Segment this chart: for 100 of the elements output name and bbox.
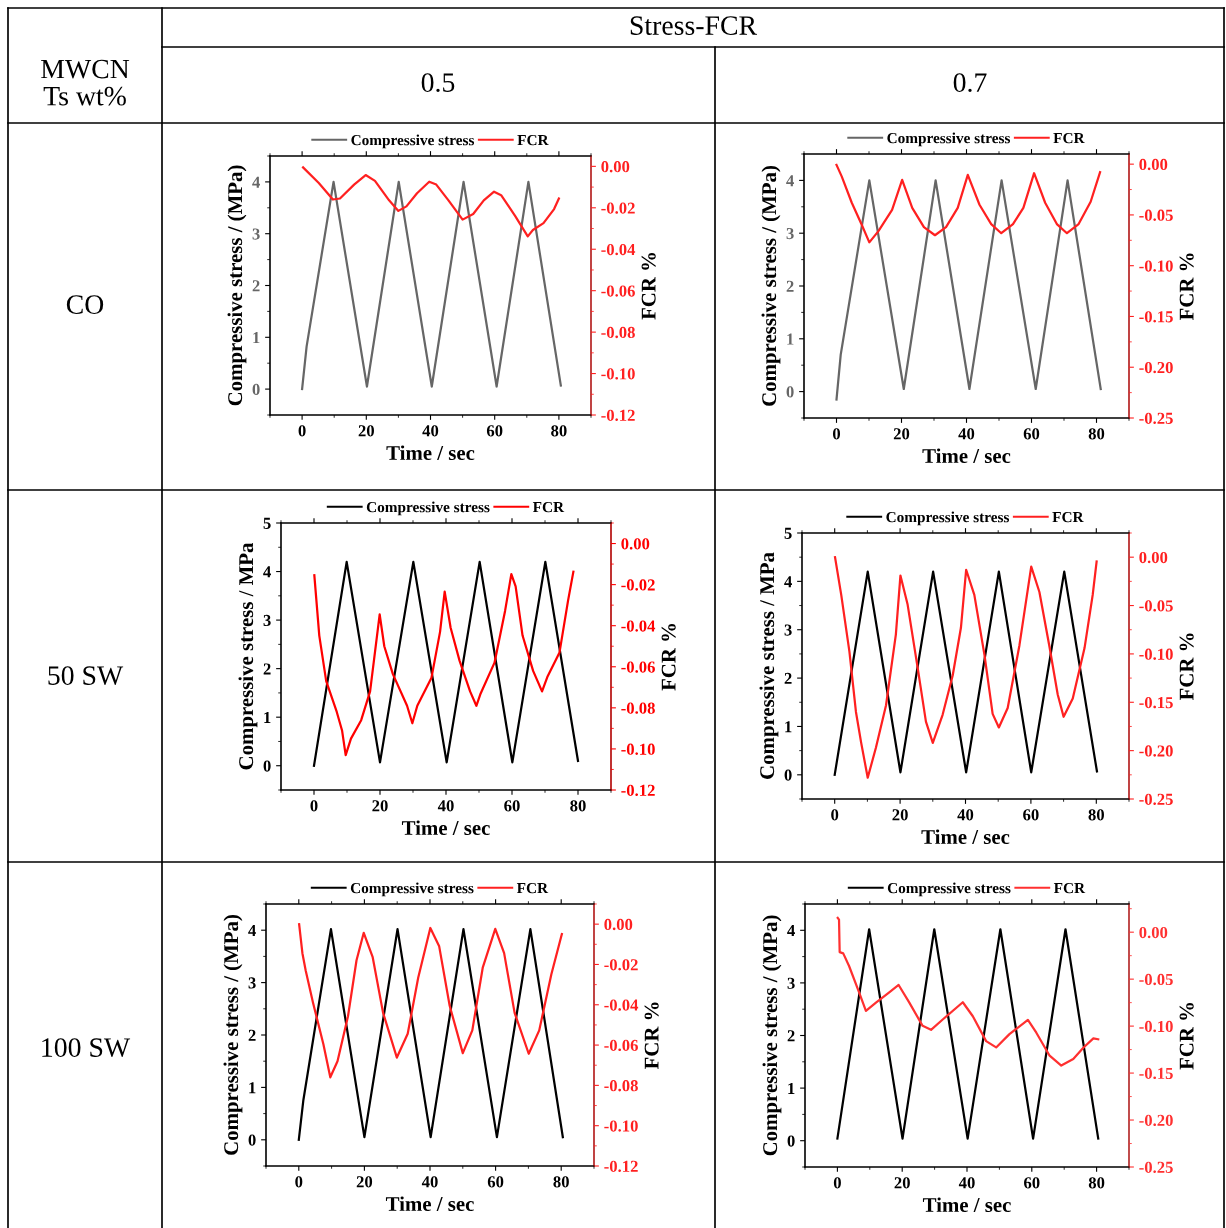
- x-tick-label: 0: [833, 1177, 841, 1189]
- x-axis-title: Time / sec: [385, 1196, 474, 1212]
- x-tick-label: 40: [437, 800, 454, 812]
- line-series: [835, 163, 1102, 244]
- y2-tick-label: -0.20: [1139, 1114, 1173, 1127]
- y-tick-label: 5: [784, 527, 792, 539]
- y2-tick-label: -0.04: [621, 620, 656, 632]
- text: 100 SW: [42, 1038, 131, 1058]
- y-axis-title: Compressive stress / MPa: [759, 552, 779, 779]
- x-tick-label: 60: [1023, 809, 1039, 821]
- line-series: [298, 923, 563, 1079]
- y2-tick-label: -0.12: [621, 784, 655, 797]
- y2-tick-label: -0.25: [1139, 1161, 1173, 1174]
- y-tick-label: 3: [248, 977, 256, 989]
- y2-tick-label: -0.08: [601, 326, 635, 339]
- x-tick-label: 60: [504, 800, 520, 812]
- y-tick-label: 2: [787, 1030, 795, 1042]
- y-tick-label: 4: [786, 175, 794, 187]
- x-tick-label: 0: [831, 809, 839, 821]
- y-tick-label: 3: [252, 228, 260, 240]
- y2-tick-label: -0.25: [1139, 793, 1173, 806]
- y2-tick-label: -0.04: [601, 243, 636, 256]
- y2-axis-title: FCR %: [644, 1002, 659, 1070]
- y-tick-label: 0: [252, 383, 260, 396]
- y-axis-title: Compressive stress / (MPa): [227, 165, 247, 406]
- y-tick-label: 1: [787, 333, 794, 345]
- y2-tick-label: -0.10: [621, 743, 655, 755]
- y2-axis-title: FCR %: [1179, 633, 1194, 701]
- x-tick-label: 60: [1023, 428, 1040, 440]
- line-series: [300, 180, 562, 391]
- y-axis-title: Compressive stress / (MPa): [761, 166, 781, 406]
- y-tick-label: 3: [263, 614, 271, 627]
- y2-axis-title: FCR %: [641, 253, 656, 320]
- y-axis-title: Compressive stress / (MPa): [762, 915, 782, 1156]
- x-tick-label: 40: [421, 1176, 438, 1188]
- y2-tick-label: -0.12: [604, 1160, 638, 1173]
- text: 50 SW: [48, 666, 124, 686]
- x-tick-label: 80: [551, 425, 567, 437]
- x-tick-label: 60: [487, 1176, 504, 1188]
- x-axis-title: Time / sec: [401, 820, 490, 836]
- y2-tick-label: -0.12: [601, 409, 635, 422]
- x-tick-label: 0: [298, 425, 306, 437]
- y-tick-label: 3: [787, 977, 795, 989]
- legend-label: Compressive stress: [886, 511, 1010, 526]
- y-tick-label: 0: [248, 1134, 256, 1146]
- y2-tick-label: -0.10: [1139, 648, 1173, 660]
- legend-label: Compressive stress: [366, 501, 490, 516]
- y2-tick-label: 0.00: [1139, 158, 1168, 171]
- text: CO: [66, 295, 104, 314]
- y-tick-label: 4: [252, 176, 260, 188]
- x-tick-label: 80: [553, 1176, 569, 1188]
- x-axis-title: Time / sec: [922, 1197, 1011, 1213]
- y2-tick-label: 0.00: [1139, 551, 1168, 564]
- x-tick-label: 40: [957, 809, 974, 821]
- text: 0.5: [421, 73, 455, 93]
- y2-tick-label: -0.15: [1139, 311, 1173, 323]
- y2-tick-label: -0.06: [621, 661, 655, 673]
- x-tick-label: 40: [958, 1177, 975, 1189]
- y2-tick-label: -0.04: [604, 999, 639, 1011]
- x-tick-label: 20: [358, 425, 374, 437]
- legend-label: Compressive stress: [887, 882, 1011, 897]
- y2-tick-label: -0.02: [621, 579, 655, 591]
- y-tick-label: 2: [786, 280, 794, 292]
- x-tick-label: 60: [1024, 1177, 1040, 1189]
- line-series: [836, 916, 1100, 1067]
- line-series: [835, 179, 1102, 401]
- y2-tick-label: -0.06: [604, 1039, 638, 1052]
- y-tick-label: 3: [784, 624, 792, 636]
- y-tick-label: 0: [786, 386, 794, 398]
- y-tick-label: 0: [784, 769, 792, 781]
- y-tick-label: 2: [263, 663, 271, 675]
- y-tick-label: 2: [784, 672, 792, 684]
- line-series: [301, 166, 561, 238]
- x-tick-label: 80: [1088, 428, 1105, 440]
- y-tick-label: 4: [787, 925, 795, 937]
- x-tick-label: 20: [893, 428, 910, 440]
- y2-tick-label: -0.05: [1139, 973, 1173, 986]
- y2-tick-label: -0.10: [1139, 1020, 1173, 1033]
- y2-tick-label: -0.15: [1139, 696, 1173, 709]
- y-tick-label: 1: [785, 721, 792, 733]
- y2-tick-label: -0.20: [1139, 745, 1173, 757]
- y-tick-label: 2: [252, 280, 260, 292]
- y2-tick-label: -0.02: [601, 202, 635, 214]
- x-tick-label: 20: [894, 1177, 910, 1189]
- y2-tick-label: -0.06: [601, 285, 635, 297]
- y2-tick-label: 0.00: [601, 161, 630, 173]
- y2-tick-label: 0.00: [604, 918, 633, 931]
- legend-label: FCR: [1053, 132, 1085, 144]
- y2-tick-label: -0.08: [621, 702, 655, 714]
- x-tick-label: 60: [486, 425, 503, 437]
- y2-tick-label: -0.15: [1139, 1067, 1173, 1080]
- y2-axis-title: FCR %: [661, 624, 676, 691]
- y-axis-title: Compressive stress / (MPa): [223, 915, 243, 1155]
- legend-label: FCR: [1052, 511, 1084, 523]
- y-tick-label: 0: [787, 1135, 795, 1147]
- y-tick-label: 1: [249, 1082, 256, 1094]
- y-tick-label: 5: [263, 517, 271, 529]
- y2-axis-title: FCR %: [1179, 1003, 1194, 1070]
- y-tick-label: 4: [784, 576, 792, 588]
- y-tick-label: 0: [263, 760, 271, 772]
